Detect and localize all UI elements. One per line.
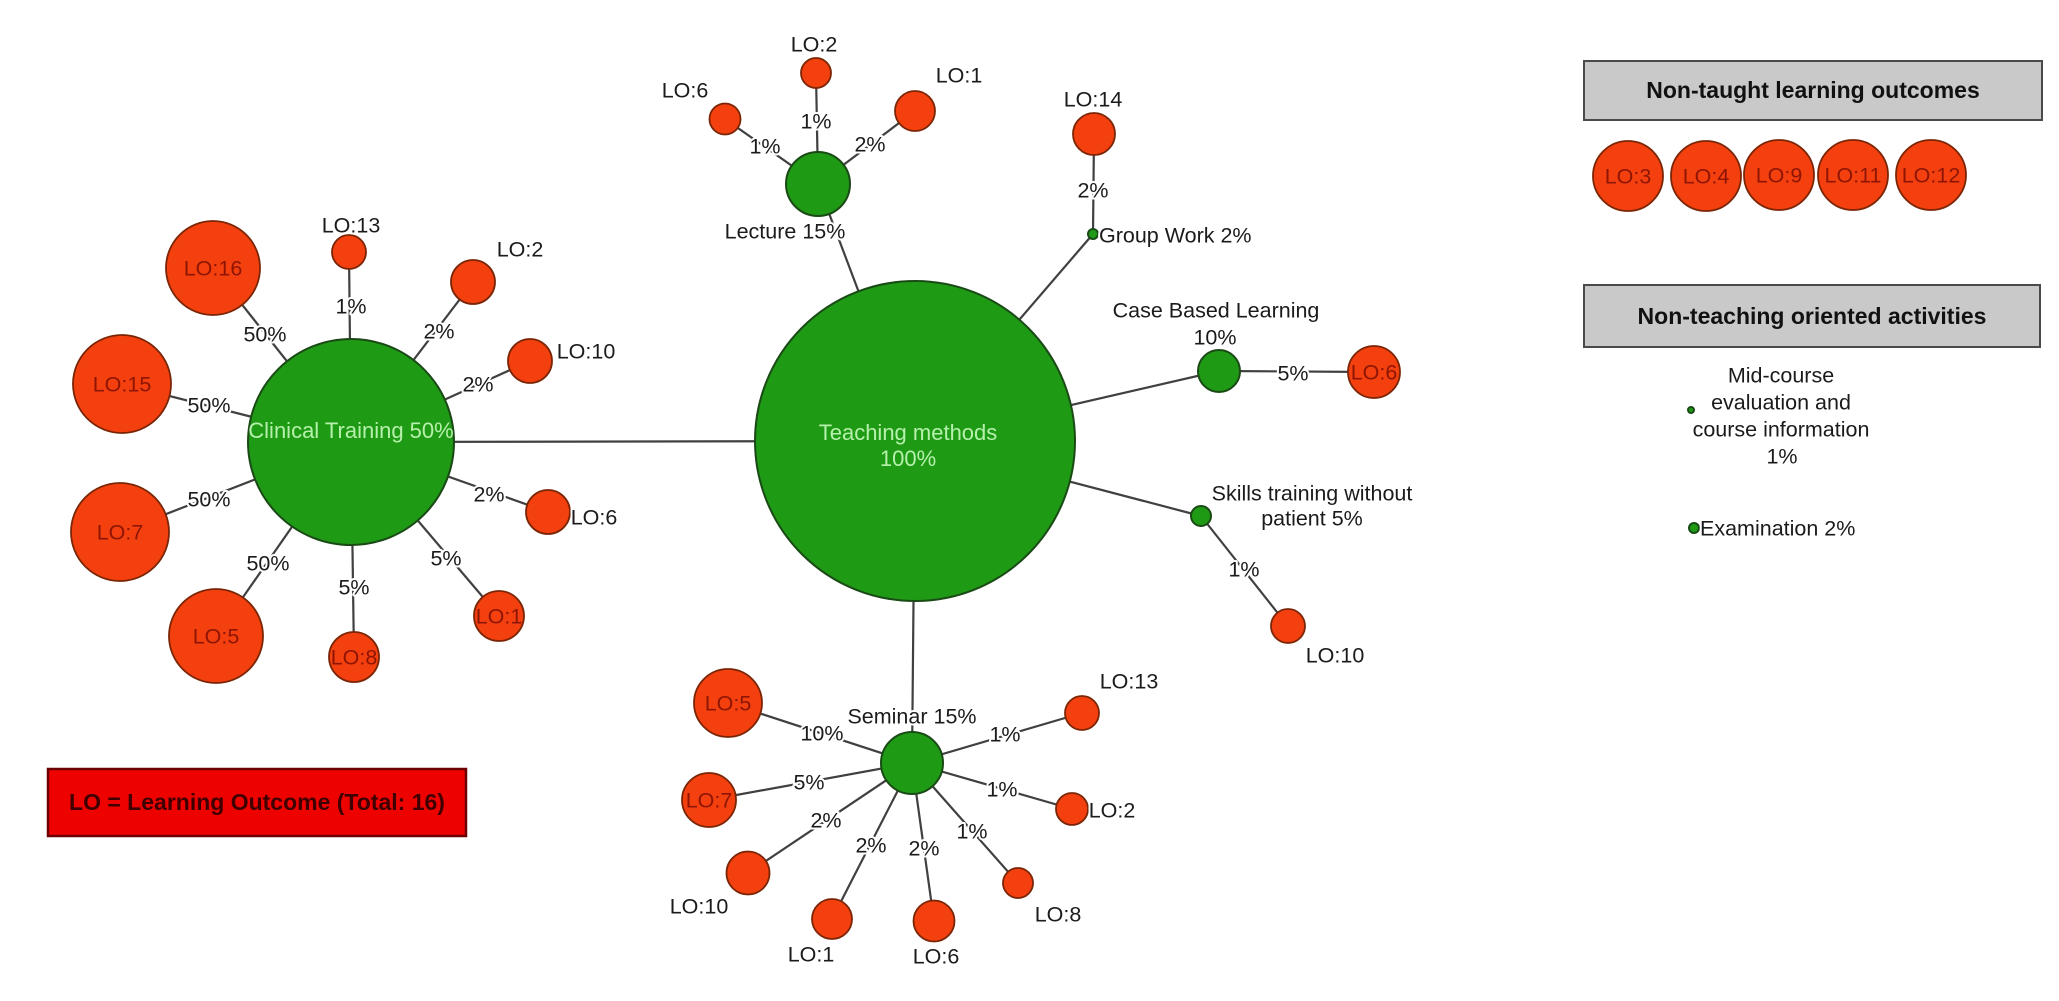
svg-text:LO:16: LO:16 xyxy=(184,257,243,281)
svg-text:1%: 1% xyxy=(1228,558,1259,582)
svg-text:10%: 10% xyxy=(1193,326,1236,350)
svg-text:LO:6: LO:6 xyxy=(1351,361,1398,385)
svg-text:LO:7: LO:7 xyxy=(686,789,733,813)
svg-text:LO:14: LO:14 xyxy=(1064,88,1123,112)
svg-text:LO:11: LO:11 xyxy=(1825,164,1882,188)
svg-text:LO:13: LO:13 xyxy=(322,214,381,238)
svg-text:LO:10: LO:10 xyxy=(670,895,729,919)
svg-text:Seminar 15%: Seminar 15% xyxy=(847,705,976,729)
svg-text:Non-taught learning outcomes: Non-taught learning outcomes xyxy=(1646,77,1980,103)
svg-text:1%: 1% xyxy=(749,135,780,159)
svg-text:1%: 1% xyxy=(800,110,831,134)
svg-text:Clinical Training 50%: Clinical Training 50% xyxy=(248,418,453,443)
svg-text:LO:9: LO:9 xyxy=(1756,164,1803,188)
svg-text:evaluation and: evaluation and xyxy=(1711,391,1851,415)
svg-text:LO:12: LO:12 xyxy=(1902,164,1961,188)
svg-text:LO:2: LO:2 xyxy=(791,33,838,57)
svg-text:1%: 1% xyxy=(956,820,987,844)
svg-text:Skills training without: Skills training without xyxy=(1212,482,1413,506)
svg-text:2%: 2% xyxy=(473,483,504,507)
svg-text:Examination 2%: Examination 2% xyxy=(1700,517,1855,541)
svg-text:2%: 2% xyxy=(854,133,885,157)
svg-text:Mid-course: Mid-course xyxy=(1728,364,1834,388)
svg-text:LO:13: LO:13 xyxy=(1100,670,1159,694)
svg-text:course information: course information xyxy=(1693,418,1870,442)
svg-text:50%: 50% xyxy=(187,394,230,418)
svg-text:LO:2: LO:2 xyxy=(1089,799,1136,823)
svg-text:50%: 50% xyxy=(187,488,230,512)
svg-text:LO:5: LO:5 xyxy=(705,692,752,716)
svg-text:2%: 2% xyxy=(810,809,841,833)
svg-text:LO:6: LO:6 xyxy=(913,945,960,969)
svg-text:5%: 5% xyxy=(338,576,369,600)
svg-text:2%: 2% xyxy=(855,834,886,858)
svg-text:100%: 100% xyxy=(880,446,936,471)
svg-text:patient 5%: patient 5% xyxy=(1261,507,1363,531)
svg-text:LO:15: LO:15 xyxy=(93,373,152,397)
svg-text:LO:10: LO:10 xyxy=(557,340,616,364)
svg-text:LO:3: LO:3 xyxy=(1605,165,1652,189)
svg-text:2%: 2% xyxy=(908,837,939,861)
svg-text:Teaching methods: Teaching methods xyxy=(819,420,998,445)
svg-text:50%: 50% xyxy=(246,552,289,576)
svg-text:Case Based Learning: Case Based Learning xyxy=(1113,299,1320,323)
svg-text:2%: 2% xyxy=(423,320,454,344)
svg-text:50%: 50% xyxy=(243,323,286,347)
svg-text:5%: 5% xyxy=(793,771,824,795)
svg-text:LO:6: LO:6 xyxy=(662,79,709,103)
svg-text:LO = Learning Outcome (Total:: LO = Learning Outcome (Total: 16) xyxy=(69,789,445,815)
svg-text:Lecture 15%: Lecture 15% xyxy=(725,220,846,244)
svg-text:2%: 2% xyxy=(1077,179,1108,203)
svg-text:LO:1: LO:1 xyxy=(476,605,523,629)
svg-text:5%: 5% xyxy=(1277,362,1308,386)
svg-text:LO:6: LO:6 xyxy=(571,506,618,530)
svg-text:LO:1: LO:1 xyxy=(936,64,983,88)
svg-text:LO:2: LO:2 xyxy=(497,238,544,262)
svg-text:LO:1: LO:1 xyxy=(788,943,835,967)
svg-text:5%: 5% xyxy=(430,547,461,571)
svg-text:1%: 1% xyxy=(335,295,366,319)
svg-text:LO:8: LO:8 xyxy=(331,646,378,670)
svg-text:LO:4: LO:4 xyxy=(1683,165,1730,189)
svg-text:LO:7: LO:7 xyxy=(97,521,144,545)
svg-text:2%: 2% xyxy=(462,373,493,397)
svg-text:Group Work 2%: Group Work 2% xyxy=(1099,224,1252,248)
svg-text:LO:10: LO:10 xyxy=(1306,644,1365,668)
svg-text:1%: 1% xyxy=(989,723,1020,747)
svg-text:1%: 1% xyxy=(1766,445,1797,469)
svg-text:LO:5: LO:5 xyxy=(193,625,240,649)
svg-text:Non-teaching oriented activiti: Non-teaching oriented activities xyxy=(1638,303,1987,329)
svg-text:LO:8: LO:8 xyxy=(1035,903,1082,927)
svg-text:1%: 1% xyxy=(986,778,1017,802)
svg-text:10%: 10% xyxy=(800,722,843,746)
